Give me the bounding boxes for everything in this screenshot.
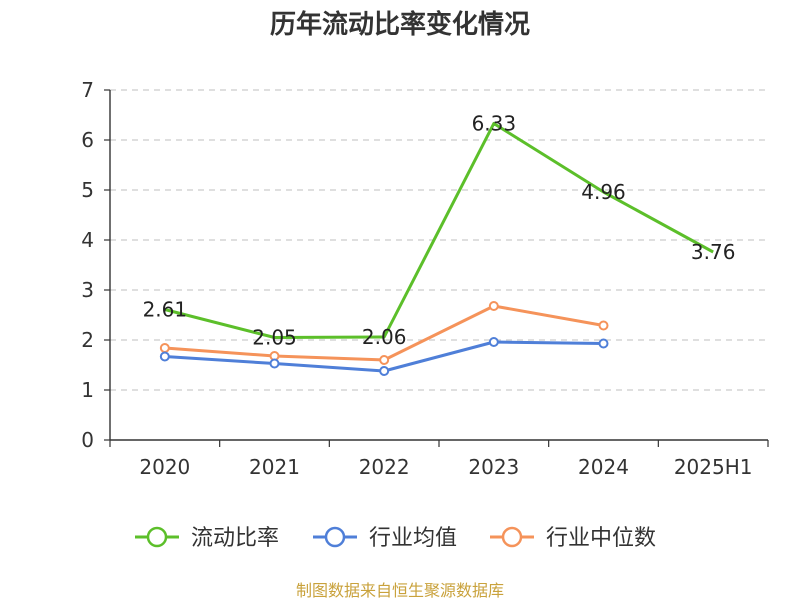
data-labels: 2.61 2.05 2.06 6.33 4.96 3.76 xyxy=(143,112,736,350)
legend-swatch-marker xyxy=(501,526,523,548)
y-tick-label: 3 xyxy=(81,278,94,302)
x-tick-label: 2024 xyxy=(578,455,629,479)
chart-title: 历年流动比率变化情况 xyxy=(270,9,530,40)
series-point-1 xyxy=(269,358,280,369)
data-label: 2.61 xyxy=(143,298,188,322)
legend-label: 行业中位数 xyxy=(546,526,656,551)
series-point-1 xyxy=(379,366,390,376)
series-point-2 xyxy=(488,301,499,311)
series-point-1 xyxy=(488,337,499,347)
series-point-1 xyxy=(159,351,170,362)
series-point-2 xyxy=(598,320,609,331)
y-tick-label: 4 xyxy=(81,228,94,252)
y-tick-label: 5 xyxy=(81,178,94,202)
x-tick-label: 2021 xyxy=(249,455,300,479)
legend-item: 行业中位数 xyxy=(490,526,656,551)
legend-swatch-marker xyxy=(324,526,346,548)
legend-swatch-marker xyxy=(146,526,168,548)
legend-item: 流动比率 xyxy=(135,526,279,551)
y-tick-label: 0 xyxy=(81,428,94,452)
data-label: 6.33 xyxy=(472,112,517,136)
x-tick-label: 2020 xyxy=(139,455,190,479)
x-tick-label: 2025H1 xyxy=(674,455,753,479)
grid-lines xyxy=(110,89,768,391)
x-tick-label: 2022 xyxy=(359,455,410,479)
series-line-0 xyxy=(164,122,714,339)
y-tick-label: 7 xyxy=(81,78,94,102)
data-label: 2.06 xyxy=(362,325,407,349)
source-note: 制图数据来自恒生聚源数据库 xyxy=(296,581,504,600)
y-tick-label: 2 xyxy=(81,328,94,352)
series-point-1 xyxy=(598,338,609,349)
x-tick-label: 2023 xyxy=(468,455,519,479)
axes: 0 1 2 3 4 5 6 7 2020 2021 2022 2023 2024 2025H1 xyxy=(81,78,769,479)
legend-label: 流动比率 xyxy=(191,526,279,551)
legend-label: 行业均值 xyxy=(369,526,457,551)
data-label: 2.05 xyxy=(252,326,297,350)
data-label: 3.76 xyxy=(691,240,736,264)
series-point-2 xyxy=(159,343,170,353)
y-tick-label: 6 xyxy=(81,128,94,152)
series-point-2 xyxy=(379,355,390,365)
series-layer xyxy=(159,122,714,376)
legend-item: 行业均值 xyxy=(313,526,457,551)
legend: 流动比率 行业均值 行业中位数 xyxy=(135,526,656,551)
y-tick-label: 1 xyxy=(81,378,94,402)
data-label: 4.96 xyxy=(581,180,626,204)
